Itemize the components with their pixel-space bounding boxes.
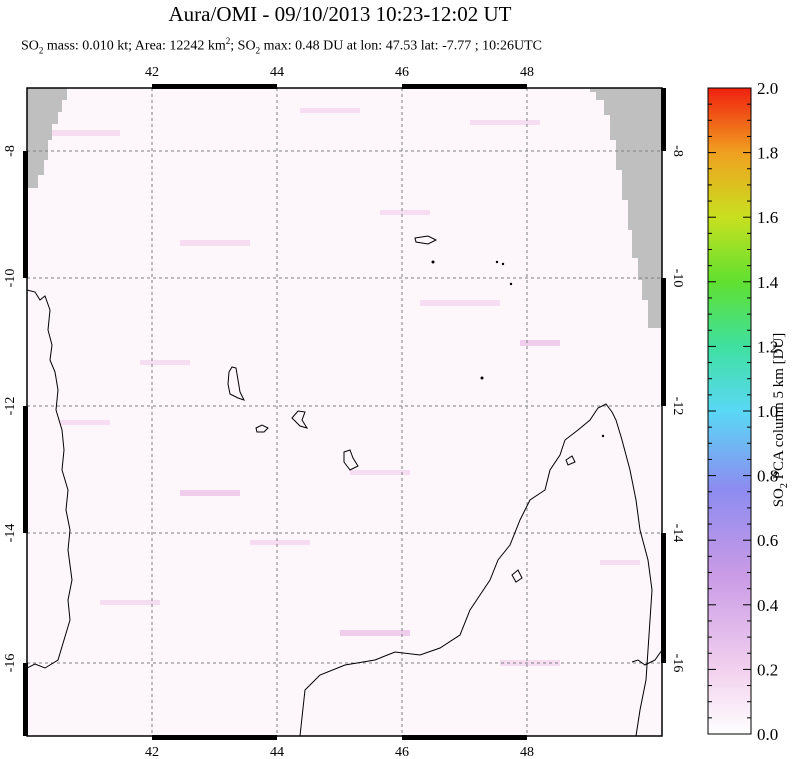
colorbar-tick-label: 2.0 bbox=[757, 79, 778, 98]
aldabra bbox=[414, 235, 438, 245]
colorbar-tick-label: 0.2 bbox=[757, 660, 778, 679]
lat-label-left: -8 bbox=[3, 145, 18, 157]
lat-label-left: -10 bbox=[3, 269, 18, 288]
colorbar-tick-label: 1.4 bbox=[757, 273, 779, 292]
lon-label-top: 48 bbox=[520, 65, 534, 80]
moheli bbox=[255, 424, 269, 433]
madagascar-coast bbox=[299, 403, 653, 736]
lon-label-bottom: 46 bbox=[395, 745, 409, 759]
africa-coast bbox=[27, 289, 73, 669]
lon-labels-top: 42 44 46 48 bbox=[145, 65, 534, 80]
colorbar-tick-label: 0.4 bbox=[757, 596, 779, 615]
map-border-ticks bbox=[23, 84, 666, 740]
lat-label-left: -14 bbox=[3, 524, 18, 543]
lat-label-right: -16 bbox=[670, 654, 685, 673]
colorbar-title: SO2 PCA column 5 km [DU] bbox=[771, 332, 790, 508]
colorbar-ticks bbox=[708, 87, 751, 735]
lon-label-bottom: 48 bbox=[520, 745, 534, 759]
coastlines bbox=[27, 235, 662, 736]
nosy-be bbox=[565, 455, 576, 466]
madagascar-east-coast bbox=[631, 649, 662, 666]
colorbar-tick-label: 0.8 bbox=[757, 467, 778, 486]
lat-label-right: -12 bbox=[670, 397, 685, 416]
lat-labels-right: -8 -10 -12 -14 -16 bbox=[670, 145, 685, 672]
lat-label-right: -10 bbox=[670, 269, 685, 288]
no-data-left bbox=[27, 88, 67, 188]
lon-label-top: 46 bbox=[395, 65, 409, 80]
map-subtitle: SO2 mass: 0.010 kt; Area: 12242 km2; SO2… bbox=[21, 36, 543, 56]
map-background bbox=[27, 88, 662, 736]
so2-streaks bbox=[40, 108, 640, 666]
colorbar-labels: 0.0 0.2 0.4 0.6 0.8 1.0 1.2 1.4 1.6 1.8 2.0 bbox=[757, 79, 779, 744]
lat-label-right: -14 bbox=[670, 524, 685, 543]
lat-label-left: -16 bbox=[3, 654, 18, 673]
lon-label-bottom: 44 bbox=[270, 745, 284, 759]
lon-label-bottom: 42 bbox=[145, 745, 159, 759]
no-data-right bbox=[590, 88, 662, 328]
map-area bbox=[27, 88, 662, 736]
grande-comore bbox=[227, 366, 245, 401]
west-islands bbox=[511, 569, 523, 583]
anjouan bbox=[291, 410, 309, 429]
map-title: Aura/OMI - 09/10/2013 10:23-12:02 UT bbox=[168, 2, 512, 26]
colorbar-tick-label: 0.0 bbox=[757, 725, 778, 744]
lat-label-right: -8 bbox=[670, 145, 685, 157]
colorbar-tick-label: 1.0 bbox=[757, 402, 778, 421]
lon-label-top: 42 bbox=[145, 65, 159, 80]
lon-label-top: 44 bbox=[270, 65, 284, 80]
small-islands bbox=[431, 260, 605, 438]
lat-labels-left: -8 -10 -12 -14 -16 bbox=[3, 145, 18, 672]
colorbar-tick-label: 1.2 bbox=[757, 337, 778, 356]
colorbar-tick-label: 1.8 bbox=[757, 144, 778, 163]
colorbar-tick-label: 1.6 bbox=[757, 208, 778, 227]
mayotte bbox=[343, 449, 359, 471]
gridlines bbox=[27, 88, 662, 736]
colorbar-tick-label: 0.6 bbox=[757, 531, 778, 550]
lon-labels-bottom: 42 44 46 48 bbox=[145, 745, 534, 759]
lat-label-left: -12 bbox=[3, 397, 18, 416]
